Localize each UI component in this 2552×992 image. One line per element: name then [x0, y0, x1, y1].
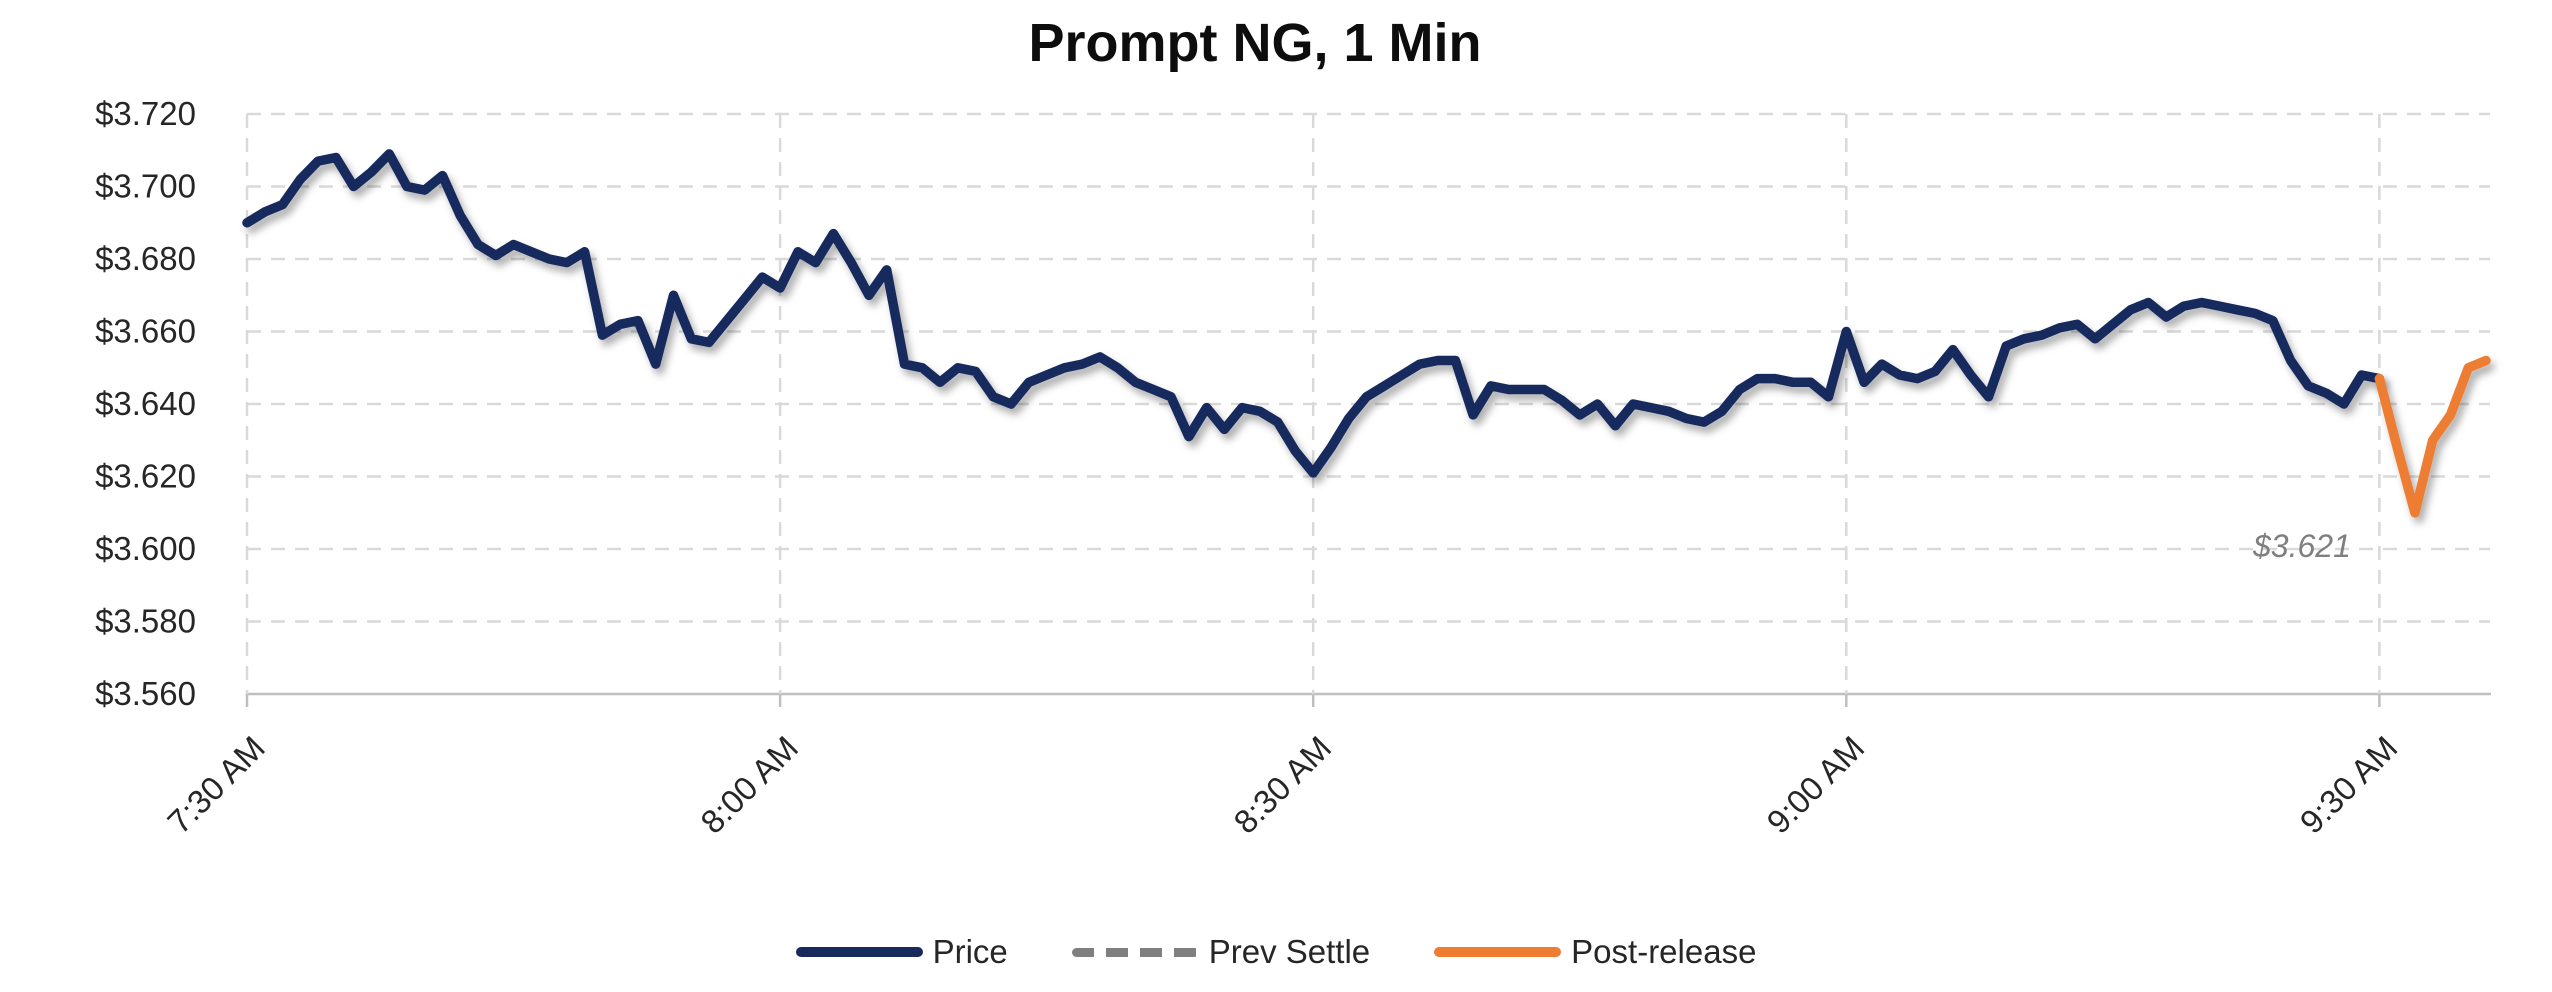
x-tick-label: 8:00 AM — [693, 729, 805, 841]
y-tick-label: $3.560 — [95, 675, 196, 712]
legend-label-post-release: Post-release — [1571, 933, 1757, 970]
legend-label-prev-settle: Prev Settle — [1208, 933, 1371, 970]
legend-item-prev-settle: Prev Settle — [1071, 933, 1371, 971]
y-tick-label: $3.720 — [95, 95, 196, 132]
y-tick-label: $3.700 — [95, 168, 196, 205]
x-tick-label: 8:30 AM — [1226, 729, 1338, 841]
legend-item-price: Price — [795, 933, 1008, 971]
y-tick-label: $3.600 — [95, 530, 196, 567]
legend-item-post-release: Post-release — [1434, 933, 1756, 971]
x-tick-label: 9:30 AM — [2293, 729, 2405, 841]
x-tick-label: 9:00 AM — [1759, 729, 1871, 841]
prev-settle-line-swatch — [1071, 947, 1199, 957]
x-tick-label: 7:30 AM — [160, 729, 272, 841]
price-line-swatch — [795, 947, 923, 957]
price-line — [242, 149, 2385, 478]
y-tick-label: $3.580 — [95, 603, 196, 640]
y-tick-label: $3.660 — [95, 313, 196, 350]
post-release-line — [2374, 355, 2491, 518]
prev-settle-value-annotation: $3.621 — [2253, 528, 2351, 564]
chart-legend: Price Prev Settle Post-release — [0, 926, 2552, 978]
legend-label-price: Price — [932, 933, 1008, 970]
chart-title: Prompt NG, 1 Min — [1028, 13, 1482, 73]
y-tick-label: $3.680 — [95, 240, 196, 277]
post-release-line-swatch — [1434, 947, 1562, 957]
y-tick-label: $3.640 — [95, 385, 196, 422]
y-tick-label: $3.620 — [95, 458, 196, 495]
